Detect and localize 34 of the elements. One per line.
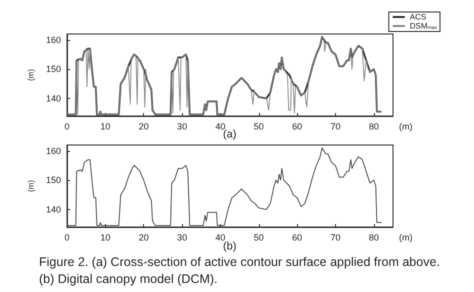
text: (b) Digital canopy model (DCM). (39, 271, 219, 288)
x-tick-label: 70 (330, 232, 340, 242)
legend-label: ACS (410, 12, 426, 22)
x-tick-label: 30 (177, 232, 188, 242)
x-axis-title: (m) (399, 232, 412, 242)
y-tick-label: 140 (46, 93, 61, 104)
x-tick-label: 40 (215, 122, 226, 132)
x-tick-label: 60 (292, 122, 302, 132)
y-tick-label: 140 (46, 204, 61, 214)
x-tick-label: 10 (100, 122, 110, 132)
caption: Figure 2. (a) Cross-section of active contour surface applied from above. (39, 254, 440, 271)
x-tick-label: 0 (64, 232, 70, 242)
x-tick-label: 40 (215, 232, 226, 242)
x-tick-label: 20 (138, 232, 149, 242)
text: (a) (223, 128, 236, 140)
x-tick-label: 30 (177, 122, 188, 132)
x-tick-label: 80 (368, 232, 379, 242)
x-axis-title: (m) (399, 122, 412, 132)
x-tick-label: 20 (138, 122, 149, 132)
y-tick-label: 150 (46, 64, 61, 74)
x-tick-label: 0 (64, 122, 70, 132)
x-tick-label: 10 (100, 232, 110, 242)
x-tick-label: 50 (254, 122, 264, 132)
y-tick-label: 160 (46, 34, 61, 45)
x-tick-label: 50 (254, 232, 264, 242)
text: (b) (223, 240, 236, 252)
y-tick-label: 160 (46, 146, 61, 156)
y-axis-title: (m) (26, 68, 36, 81)
x-tick-label: 60 (292, 232, 302, 242)
line-series (66, 147, 382, 226)
x-tick-label: 80 (368, 122, 379, 132)
y-axis-title: (m) (26, 180, 36, 192)
x-tick-label: 70 (330, 122, 340, 132)
y-tick-label: 150 (46, 175, 61, 186)
